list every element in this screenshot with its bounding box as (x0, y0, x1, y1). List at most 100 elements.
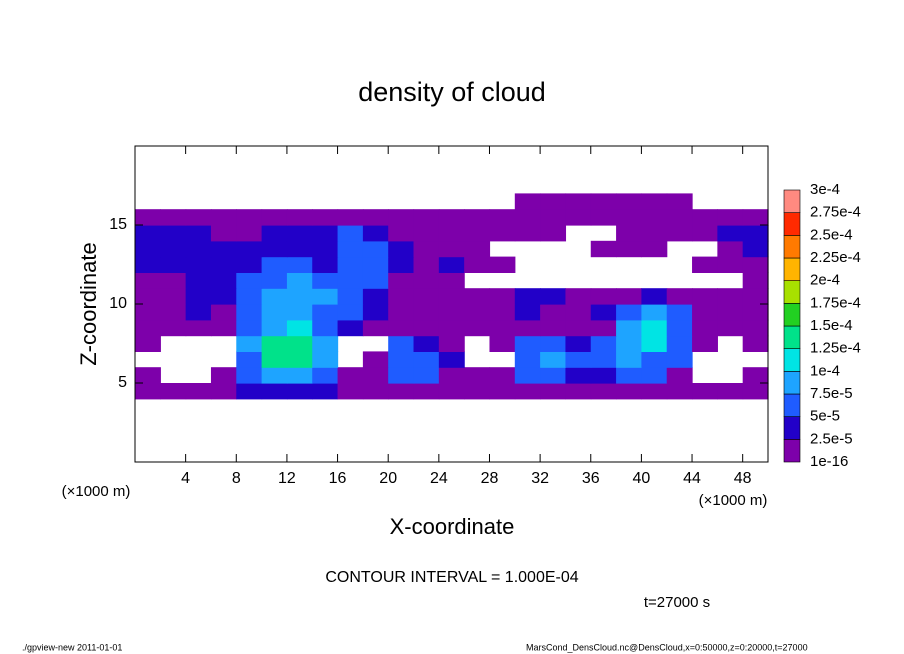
heat-cell (464, 209, 491, 226)
heat-cell (362, 272, 389, 289)
heat-cell (210, 383, 237, 400)
heat-cell (717, 383, 744, 400)
colorbar-label: 2.25e-4 (810, 249, 861, 266)
heat-cell (286, 304, 313, 321)
heat-cell (210, 272, 237, 289)
heat-cell (337, 225, 364, 242)
heat-cell (742, 240, 769, 258)
heat-cell (286, 383, 313, 400)
heat-cell (742, 335, 769, 352)
heat-cell (666, 367, 693, 384)
heat-cell (742, 209, 769, 226)
x-axis-label: X-coordinate (390, 514, 515, 539)
heat-cell (236, 367, 263, 384)
heat-cell (717, 209, 744, 226)
y-tick-label: 15 (109, 216, 127, 233)
heat-cell (312, 256, 339, 273)
heat-cell (514, 351, 541, 368)
heat-cell (236, 240, 263, 258)
heat-cell (464, 225, 491, 242)
heat-cell (413, 383, 440, 400)
heat-cell (616, 319, 642, 337)
heat-cell (616, 193, 642, 210)
x-tick-label: 4 (181, 470, 190, 487)
colorbar-box (783, 303, 801, 327)
heat-cell (388, 240, 415, 258)
heat-cell (261, 272, 288, 289)
heat-cell (742, 319, 769, 337)
heat-cell (717, 304, 744, 321)
heat-cell (692, 335, 718, 352)
heat-cell (489, 383, 516, 400)
heat-cell (489, 304, 516, 321)
heat-cell (388, 319, 415, 337)
heat-cell (590, 304, 617, 321)
heat-cell (135, 304, 161, 321)
heat-cell (210, 240, 237, 258)
contour-note: CONTOUR INTERVAL = 1.000E-04 (325, 569, 578, 586)
heat-cell (413, 335, 440, 352)
heat-cell (641, 304, 668, 321)
heat-cell (236, 225, 263, 242)
heat-cell (210, 319, 237, 337)
heat-cell (565, 319, 592, 337)
heat-cell (489, 256, 516, 273)
heat-cell (514, 209, 541, 226)
heat-cell (565, 335, 592, 352)
heat-cell (261, 304, 288, 321)
heat-cell (438, 272, 465, 289)
heat-cell (185, 240, 212, 258)
heat-cell (286, 351, 313, 368)
colorbar-label: 2.75e-4 (810, 204, 861, 221)
heat-cell (616, 240, 642, 258)
heat-cell (236, 272, 263, 289)
colorbar-label: 1e-4 (810, 362, 840, 379)
colorbar-box (783, 280, 801, 304)
heat-cell (185, 256, 212, 273)
heat-cell (438, 367, 465, 384)
heat-cell (261, 240, 288, 258)
heat-cell (185, 225, 212, 242)
heat-cell (160, 383, 187, 400)
heat-cell (413, 319, 440, 337)
heat-cell (362, 240, 389, 258)
heat-cell (135, 225, 161, 242)
heat-cell (641, 288, 668, 305)
heat-cell (160, 272, 187, 289)
heat-cell (514, 304, 541, 321)
heat-cell (717, 240, 744, 258)
heat-cell (236, 383, 263, 400)
heat-cell (616, 288, 642, 305)
colorbar-box (783, 439, 801, 463)
heat-cell (438, 351, 465, 368)
heat-cell (717, 319, 744, 337)
heat-cell (692, 225, 718, 242)
heat-cell (135, 209, 161, 226)
heat-cell (388, 335, 415, 352)
heat-cell (261, 383, 288, 400)
heat-cell (135, 288, 161, 305)
heat-cell (540, 383, 567, 400)
heat-cell (616, 383, 642, 400)
heat-cell (362, 351, 389, 368)
heat-cell (388, 272, 415, 289)
heat-cell (514, 193, 541, 210)
chart-title: density of cloud (358, 77, 546, 107)
colorbar-box (783, 189, 801, 213)
heat-cell (413, 304, 440, 321)
heat-cell (413, 288, 440, 305)
heat-cell (742, 256, 769, 273)
heat-cell (514, 288, 541, 305)
heat-cell (135, 335, 161, 352)
heat-cell (616, 367, 642, 384)
colorbar-box (783, 348, 801, 372)
heat-cell (565, 383, 592, 400)
heat-cell (641, 240, 668, 258)
heat-cell (692, 383, 718, 400)
heat-cell (362, 209, 389, 226)
heat-cell (261, 335, 288, 352)
heat-cell (337, 288, 364, 305)
heat-cell (236, 335, 263, 352)
x-tick-label: 48 (734, 470, 752, 487)
heat-cell (312, 335, 339, 352)
